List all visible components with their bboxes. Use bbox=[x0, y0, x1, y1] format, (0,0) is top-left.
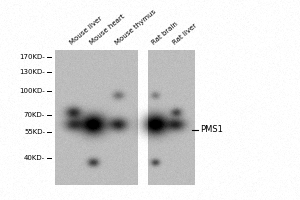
Text: 40KD-: 40KD- bbox=[24, 155, 45, 161]
Text: Mouse heart: Mouse heart bbox=[89, 13, 126, 46]
Text: Rat brain: Rat brain bbox=[151, 21, 179, 46]
Text: 170KD-: 170KD- bbox=[19, 54, 45, 60]
Text: 100KD-: 100KD- bbox=[19, 88, 45, 94]
Text: 130KD-: 130KD- bbox=[19, 69, 45, 75]
Text: 70KD-: 70KD- bbox=[24, 112, 45, 118]
Text: 55KD-: 55KD- bbox=[24, 129, 45, 135]
Text: PMS1: PMS1 bbox=[200, 126, 223, 134]
Text: Rat liver: Rat liver bbox=[172, 23, 198, 46]
Text: Mouse liver: Mouse liver bbox=[69, 16, 104, 46]
Text: Mouse thymus: Mouse thymus bbox=[114, 9, 157, 46]
